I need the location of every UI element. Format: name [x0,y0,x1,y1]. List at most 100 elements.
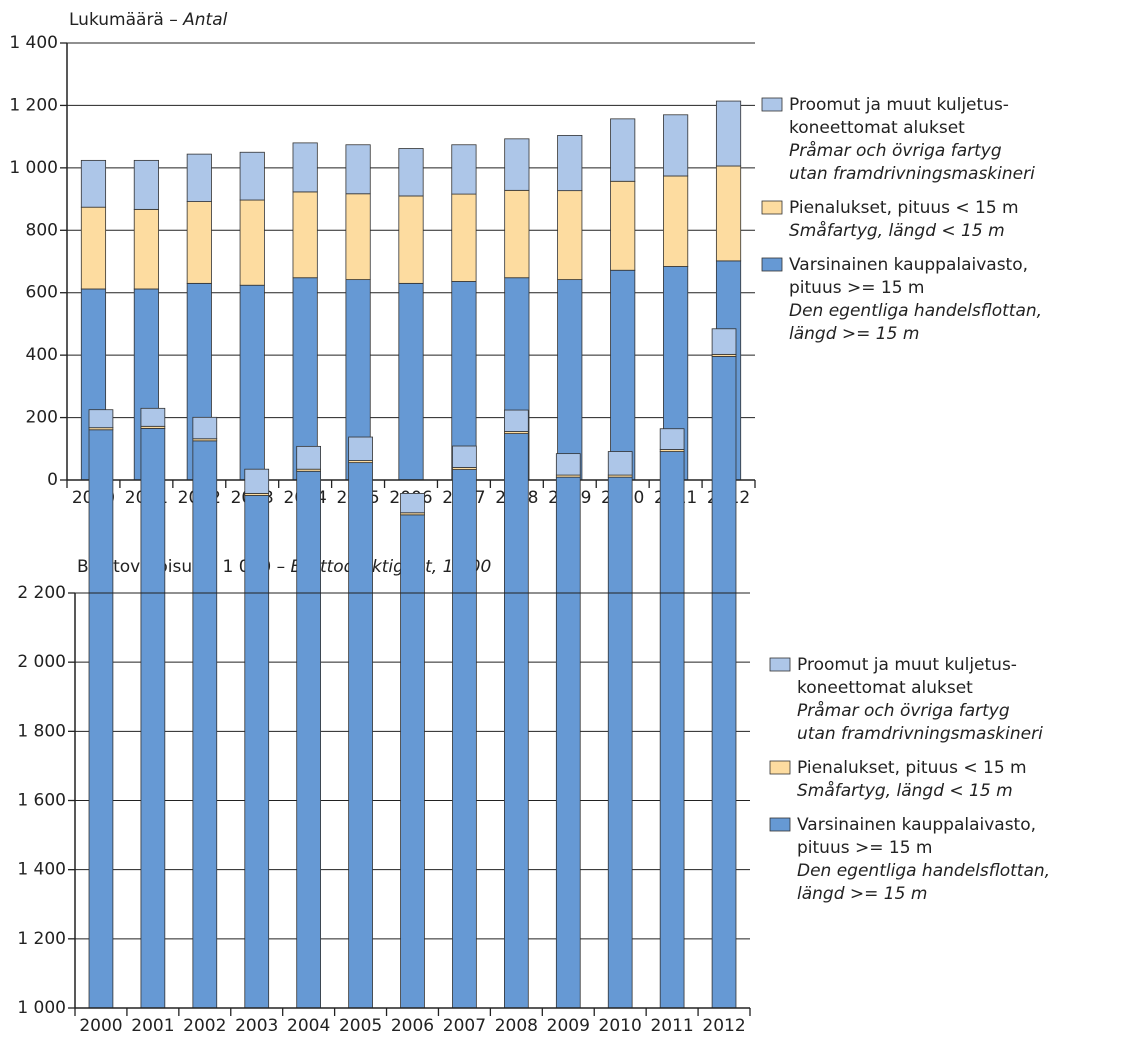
bar-segment [345,193,371,281]
legend-label-sv: längd >= 15 m [789,324,919,344]
x-tick-label: 2009 [547,1016,590,1036]
x-tick-label: 2007 [443,1016,486,1036]
bar-segment [296,445,321,470]
x-tick-label: 2004 [287,1016,330,1036]
y-tick-label: 200 [26,408,58,428]
bar-segment [504,409,529,432]
x-tick-label: 2000 [79,1016,122,1036]
bar-segment [711,328,737,355]
bar-segment [555,453,581,476]
bar-segment [239,199,265,286]
bar-segment [140,427,166,1009]
chart-title: Lukumäärä – Antal [69,10,228,30]
y-tick-label: 1 200 [9,95,58,115]
legend-label-sv: utan framdrivningsmaskineri [797,724,1043,744]
y-tick-label: 1 800 [17,721,66,741]
x-tick-label: 2003 [235,1016,278,1036]
x-tick-label: 2010 [599,1016,642,1036]
bar-segment [398,148,424,197]
chart-title: Bruttovetoisuus, 1 000 – Bruttodräktighe… [77,557,491,577]
bar-segment [244,495,270,1009]
legend-label: pituus >= 15 m [797,838,932,858]
bar-segment [88,429,114,1009]
bar-segment [715,100,742,167]
bar-segment [239,284,265,481]
bar-segment [451,144,477,195]
x-tick-label: 2006 [391,1016,434,1036]
legend-label: pituus >= 15 m [789,278,924,298]
legend-label: Pienalukset, pituus < 15 m [789,198,1019,218]
bar-segment [451,193,477,282]
y-tick-label: 400 [26,345,58,365]
bar-segment [296,470,321,1009]
bar-segment [504,138,530,191]
x-tick-label: 2001 [131,1016,174,1036]
legend-label-sv: Pråmar och övriga fartyg [789,140,1002,161]
bar-segment [192,440,218,1009]
bar-segment [659,428,685,450]
bar-segment [607,476,633,1009]
bar-segment [557,279,583,481]
x-tick-label: 2012 [702,1016,745,1036]
legend-label-sv: utan framdrivningsmaskineri [789,164,1035,184]
bar-segment [610,180,636,271]
bar-segment [400,492,425,514]
legend-label: Proomut ja muut kuljetus- [797,655,1017,675]
bar-segment [557,134,583,192]
bar-segment [400,514,425,1009]
legend-label-sv: Småfartyg, längd < 15 m [797,780,1013,801]
legend-label: koneettomat alukset [789,118,965,138]
y-tick-label: 0 [47,470,58,490]
bar-segment [345,144,371,195]
bar-segment [88,409,114,429]
bar-segment [140,407,166,427]
bar-segment [607,451,633,476]
legend-swatch [769,657,791,672]
y-tick-label: 1 200 [17,929,66,949]
bar-segment [192,416,218,440]
y-tick-label: 800 [26,220,58,240]
x-tick-label: 2008 [495,1016,538,1036]
bar-segment [663,114,689,177]
bar-segment [348,436,373,461]
bar-segment [452,469,477,1009]
y-tick-label: 1 400 [9,33,58,53]
bar-segment [715,165,742,262]
legend-swatch [769,760,791,775]
legend-swatch [761,200,783,215]
legend-label: Proomut ja muut kuljetus- [789,95,1009,115]
bar-segment [80,206,107,290]
y-tick-label: 600 [26,283,58,303]
bar-segment [557,190,583,281]
bar-segment [452,445,477,468]
bar-segment [711,356,737,1009]
y-tick-label: 1 000 [17,998,66,1018]
chart-title-italic: Antal [182,10,227,30]
y-tick-label: 1 000 [9,158,58,178]
legend-swatch [769,817,791,832]
legend-label: Pienalukset, pituus < 15 m [797,758,1027,778]
legend-label-sv: Pråmar och övriga fartyg [797,700,1010,721]
x-tick-label: 2011 [650,1016,693,1036]
bar-segment [610,269,636,481]
bar-segment [186,201,212,284]
legend-label-sv: Den egentliga handelsflottan, [789,301,1042,321]
x-tick-label: 2005 [339,1016,382,1036]
bar-segment [555,476,581,1009]
bar-segment [292,191,318,279]
bar-segment [292,142,318,193]
bar-segment [504,433,529,1009]
legend-swatch [761,97,783,112]
bar-segment [133,208,159,290]
bar-segment [398,195,424,284]
bar-segment [80,159,107,208]
bar-segment [659,451,685,1009]
legend-label: koneettomat alukset [797,678,973,698]
bar-segment [663,175,689,267]
legend-label-sv: Småfartyg, längd < 15 m [789,220,1005,241]
bar-segment [610,118,636,182]
x-tick-label: 2002 [183,1016,226,1036]
legend-label: Varsinainen kauppalaivasto, [789,255,1028,275]
bar-segment [348,462,373,1009]
